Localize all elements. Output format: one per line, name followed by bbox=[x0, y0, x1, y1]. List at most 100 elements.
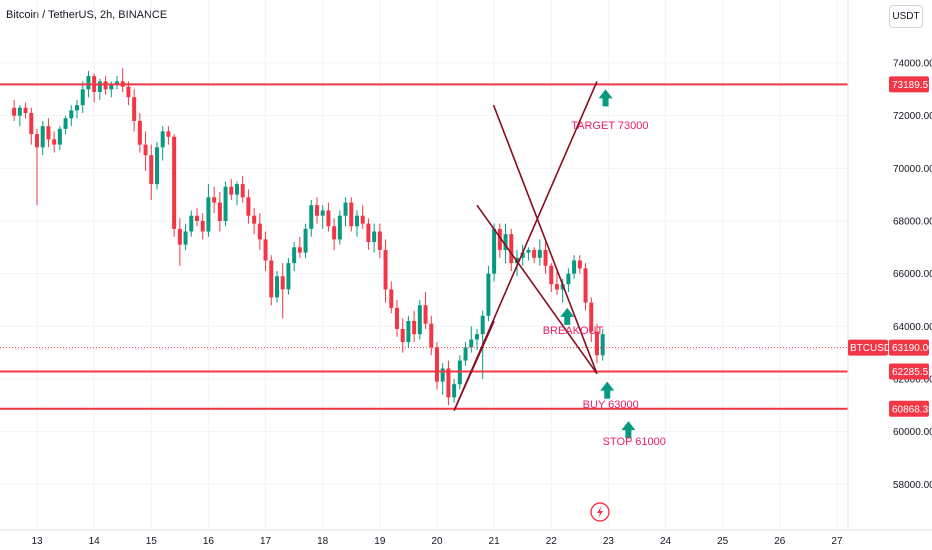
candle bbox=[452, 378, 457, 403]
candle bbox=[274, 271, 279, 303]
candle-body bbox=[52, 139, 57, 145]
candle-body bbox=[543, 249, 548, 266]
candle-body bbox=[223, 186, 228, 221]
tradingview-logo[interactable] bbox=[590, 502, 610, 522]
time-tick-label: 19 bbox=[374, 536, 386, 547]
annotation-arrows bbox=[560, 89, 636, 439]
candle-body bbox=[292, 247, 297, 264]
level-price-tag: 62285.52 bbox=[892, 367, 932, 378]
candle-body bbox=[160, 131, 165, 148]
candle-body bbox=[200, 220, 205, 232]
up-arrow-icon bbox=[621, 421, 636, 439]
time-tick-label: 26 bbox=[774, 536, 786, 547]
candle-body bbox=[252, 215, 257, 224]
candle-body bbox=[269, 260, 274, 298]
candle-body bbox=[63, 118, 68, 129]
candle bbox=[532, 247, 537, 264]
candle bbox=[429, 315, 434, 356]
candle bbox=[149, 144, 154, 200]
candle bbox=[17, 105, 22, 127]
candle-body bbox=[594, 331, 599, 356]
time-tick-label: 20 bbox=[431, 536, 443, 547]
candle bbox=[594, 323, 599, 364]
candle bbox=[577, 255, 582, 274]
symbol-tag: BTCUSDT bbox=[850, 343, 897, 354]
candle bbox=[257, 213, 262, 250]
candle bbox=[126, 81, 131, 106]
candle bbox=[97, 78, 102, 100]
candle-body bbox=[194, 215, 199, 221]
candle bbox=[183, 223, 188, 250]
candle bbox=[537, 239, 542, 266]
candle bbox=[417, 299, 422, 340]
candle bbox=[160, 126, 165, 161]
candle-body bbox=[189, 215, 194, 232]
candle-body bbox=[452, 384, 457, 398]
candle bbox=[309, 199, 314, 237]
annotation-stop: STOP 61000 bbox=[603, 436, 666, 448]
candle bbox=[469, 326, 474, 353]
candle-body bbox=[520, 252, 525, 258]
grid-lines bbox=[0, 0, 848, 530]
candle-body bbox=[354, 215, 359, 227]
time-tick-label: 13 bbox=[31, 536, 43, 547]
candle-body bbox=[263, 239, 268, 261]
candle bbox=[566, 268, 571, 293]
candle bbox=[320, 205, 325, 229]
candle-body bbox=[17, 107, 22, 116]
trend-line bbox=[453, 320, 495, 411]
candle-body bbox=[57, 128, 62, 145]
time-tick-label: 17 bbox=[260, 536, 272, 547]
candle-body bbox=[463, 347, 468, 361]
candle bbox=[434, 342, 439, 390]
candle-body bbox=[234, 184, 239, 195]
candle bbox=[40, 120, 45, 156]
price-tick-label: 72000.00 bbox=[893, 111, 932, 122]
candle-body bbox=[229, 186, 234, 195]
candle bbox=[554, 271, 559, 295]
candle bbox=[280, 263, 285, 319]
annotation-target: TARGET 73000 bbox=[571, 120, 648, 132]
candle-body bbox=[492, 228, 497, 274]
currency-button[interactable]: USDT bbox=[889, 5, 923, 28]
candle-body bbox=[532, 249, 537, 258]
up-arrow-icon bbox=[600, 381, 615, 399]
candle-body bbox=[434, 347, 439, 382]
candle bbox=[383, 239, 388, 303]
candle bbox=[114, 76, 119, 90]
candle bbox=[23, 102, 28, 119]
candle-body bbox=[526, 249, 531, 253]
candle-body bbox=[23, 107, 28, 114]
candle-body bbox=[149, 155, 154, 185]
candle bbox=[92, 73, 97, 103]
candle bbox=[103, 76, 108, 95]
price-axis[interactable]: 58000.00 60000.00 62000.00 64000.00 66000.00… bbox=[893, 59, 932, 491]
candle bbox=[12, 99, 17, 121]
candle bbox=[154, 141, 159, 190]
candle-body bbox=[549, 265, 554, 285]
candle bbox=[292, 242, 297, 272]
candle bbox=[509, 228, 514, 272]
candle-body bbox=[69, 110, 74, 119]
candle-body bbox=[74, 105, 79, 111]
candle bbox=[143, 131, 148, 171]
candle bbox=[246, 189, 251, 224]
trend-line bbox=[492, 104, 598, 374]
candle-body bbox=[572, 260, 577, 274]
candle bbox=[589, 297, 594, 343]
candle-body bbox=[577, 260, 582, 269]
candle-body bbox=[366, 223, 371, 243]
candle bbox=[389, 281, 394, 314]
time-tick-label: 16 bbox=[203, 536, 215, 547]
time-axis[interactable]: 13 14 15 16 17 18 19 20 21 22 23 24 25 26 27 bbox=[31, 536, 843, 547]
candle-body bbox=[360, 215, 365, 224]
candle bbox=[52, 131, 57, 153]
candle-body bbox=[206, 197, 211, 232]
candle bbox=[463, 342, 468, 366]
candle bbox=[314, 197, 319, 224]
candle-body bbox=[280, 276, 285, 290]
level-price-tag: 60868.38 bbox=[892, 404, 932, 415]
candle-body bbox=[46, 126, 51, 140]
up-arrow-icon bbox=[560, 307, 575, 325]
